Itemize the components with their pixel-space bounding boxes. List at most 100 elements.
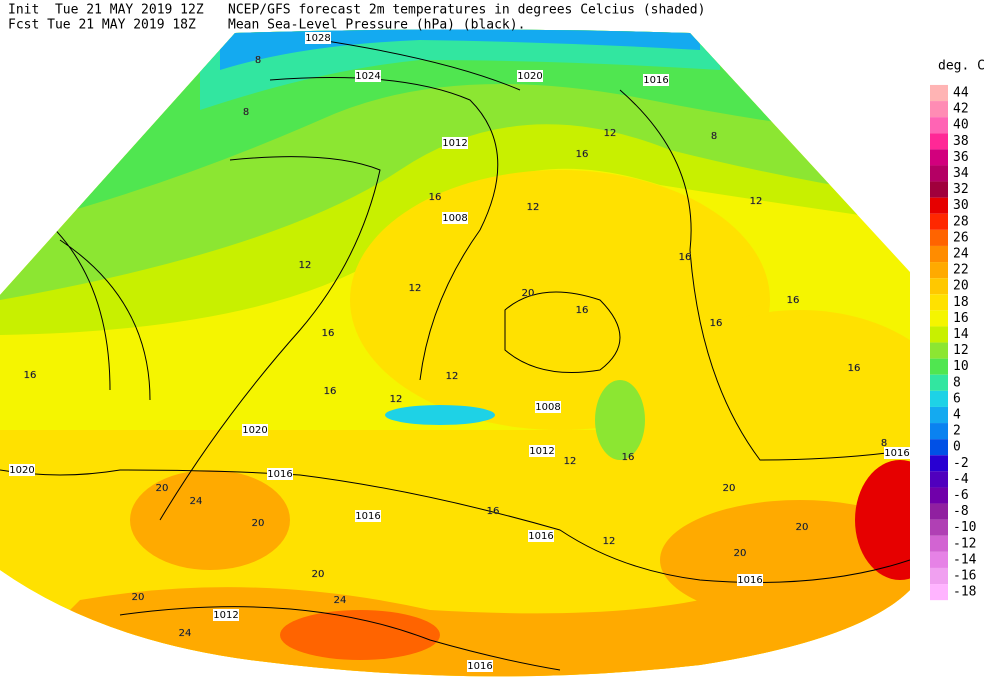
legend-label: 30	[953, 198, 969, 213]
temperature-label: 12	[604, 128, 617, 139]
isobar-label-bg	[9, 464, 35, 476]
temperature-label: 16	[787, 295, 800, 306]
field	[200, 29, 720, 110]
isobar-label: 1016	[267, 469, 292, 480]
temperature-label: 20	[156, 483, 169, 494]
legend-swatch	[930, 551, 948, 568]
legend-swatch	[930, 471, 948, 488]
field	[855, 460, 910, 580]
isobar-label: 1012	[213, 610, 238, 621]
legend-label: 8	[953, 375, 961, 390]
temperature-label: 20	[252, 518, 265, 529]
temperature-label: 16	[24, 370, 37, 381]
temperature-label: 8	[711, 131, 717, 142]
temperature-label: 12	[446, 371, 459, 382]
legend-swatch	[930, 439, 948, 456]
legend-swatch	[930, 326, 948, 343]
temperature-label: 16	[679, 252, 692, 263]
isobar-label-bg	[442, 212, 468, 224]
legend-swatch	[930, 358, 948, 375]
temperature-label: 16	[622, 452, 635, 463]
legend-swatch	[930, 342, 948, 359]
legend-label: 32	[953, 182, 969, 197]
legend-swatch	[930, 245, 948, 263]
legend-swatch	[930, 390, 948, 407]
temperature-label: 16	[324, 386, 337, 397]
legend-label: 40	[953, 118, 969, 133]
legend-label: 24	[953, 247, 969, 262]
legend-swatch	[930, 262, 948, 279]
isobar-label-bg	[355, 510, 381, 522]
temperature-label: 20	[312, 569, 325, 580]
temperature-label: 24	[179, 628, 192, 639]
isobar-label: 1016	[737, 575, 762, 586]
legend-swatch	[930, 374, 948, 391]
isobar-label: 1028	[305, 33, 330, 44]
legend-swatch	[930, 455, 948, 472]
isobar-label-bg	[442, 137, 468, 149]
temperature-label: 8	[243, 107, 249, 118]
isobar-label: 1012	[529, 446, 554, 457]
legend-label: 34	[953, 166, 969, 181]
isobar-label: 1008	[442, 213, 467, 224]
temperature-label: 16	[710, 318, 723, 329]
temperature-label: 20	[132, 592, 145, 603]
temperature-label: 20	[734, 548, 747, 559]
temperature-label: 20	[723, 483, 736, 494]
field	[280, 610, 440, 660]
temperature-label: 16	[487, 506, 500, 517]
legend-swatch	[930, 423, 948, 440]
isobar-label-bg	[242, 424, 268, 436]
legend-swatch	[930, 584, 948, 601]
temperature-label: 16	[429, 192, 442, 203]
legend-swatch	[930, 503, 948, 520]
isobar-label-bg	[267, 468, 293, 480]
temperature-label: 12	[750, 196, 763, 207]
legend-swatch	[930, 519, 948, 536]
field	[130, 470, 290, 570]
init-time: Init Tue 21 MAY 2019 12Z	[8, 3, 204, 18]
legend-label: -14	[953, 552, 977, 567]
temperature-label: 12	[390, 394, 403, 405]
temperature-label: 12	[409, 283, 422, 294]
isobar-label: 1016	[884, 448, 909, 459]
legend-swatch	[930, 535, 948, 552]
legend-label: -2	[953, 456, 969, 471]
legend-swatch	[930, 84, 948, 102]
legend-label: 12	[953, 343, 969, 358]
isobar-label: 1008	[535, 402, 560, 413]
legend-label: 10	[953, 359, 969, 374]
isobar-label: 1012	[442, 138, 467, 149]
isobar	[319, 39, 521, 91]
legend-label: 18	[953, 295, 969, 310]
field	[385, 405, 495, 425]
temperature-label: 16	[576, 149, 589, 160]
field	[220, 29, 700, 70]
legend-label: -8	[953, 504, 969, 519]
isobar	[159, 156, 381, 521]
legend-swatch	[930, 197, 948, 214]
field	[0, 560, 910, 677]
temperature-label: 8	[255, 55, 261, 66]
temperature-label: 12	[564, 456, 577, 467]
temperature-label: 12	[299, 260, 312, 271]
forecast-time: Fcst Tue 21 MAY 2019 18Z	[8, 18, 196, 33]
legend-swatch	[930, 487, 948, 504]
isobar-label-bg	[528, 530, 554, 542]
isobar-label-bg	[884, 447, 910, 459]
legend-label: -18	[953, 585, 976, 600]
temperature-label: 24	[334, 595, 347, 606]
isobar-label-bg	[535, 401, 561, 413]
isobar-label: 1016	[528, 531, 553, 542]
isobar-label-bg	[355, 70, 381, 82]
temperature-label: 16	[322, 328, 335, 339]
isobar-label-bg	[517, 70, 543, 82]
legend-swatch	[930, 294, 948, 311]
legend-label: -6	[953, 488, 969, 503]
temperature-label: 16	[848, 363, 861, 374]
isobar	[619, 89, 910, 461]
legend-label: 0	[953, 440, 961, 455]
legend-label: 26	[953, 230, 969, 245]
